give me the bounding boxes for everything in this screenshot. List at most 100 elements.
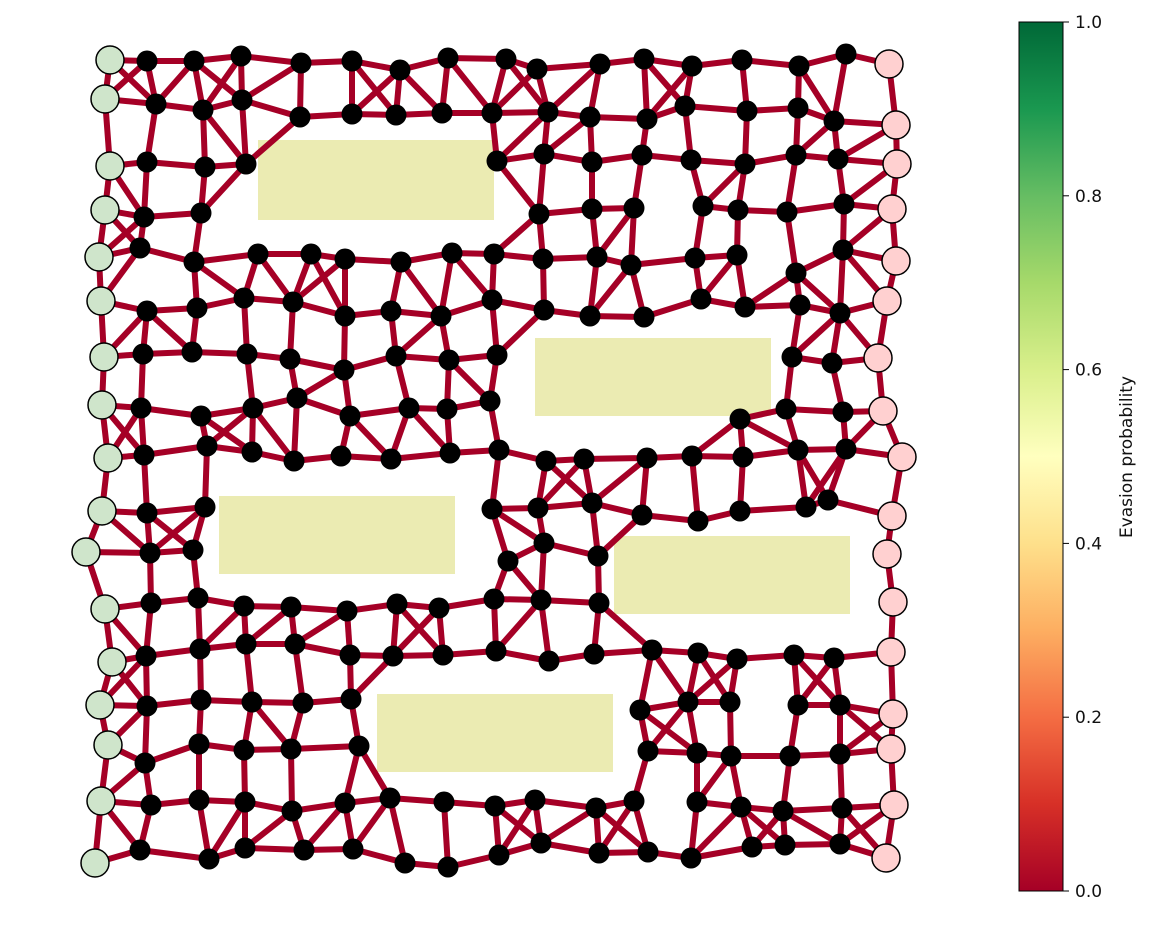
graph-node — [789, 294, 811, 316]
graph-edge — [534, 61, 603, 72]
graph-node — [186, 297, 208, 319]
graph-node — [385, 104, 407, 126]
graph-node — [386, 593, 408, 615]
graph-edge — [803, 446, 849, 510]
graph-edge — [637, 707, 700, 756]
graph-node — [530, 589, 552, 611]
graph-node — [729, 408, 751, 430]
graph-node — [129, 839, 151, 861]
graph-node — [339, 405, 361, 427]
graph-node — [835, 43, 857, 65]
graph-node — [687, 642, 709, 664]
graph-edge — [350, 795, 393, 852]
graph-edge — [780, 808, 843, 847]
colorbar-gradient — [1018, 21, 1064, 892]
graph-node — [183, 50, 205, 72]
graph-node — [623, 790, 645, 812]
graph-node — [188, 789, 210, 811]
graph-edge — [387, 795, 408, 866]
graph-edge — [496, 797, 538, 858]
graph-node — [795, 496, 817, 518]
graph-node — [781, 346, 803, 368]
graph-node — [484, 795, 506, 817]
graph-node — [389, 59, 411, 81]
graph-node — [187, 587, 209, 609]
graph-edge — [649, 647, 691, 705]
graph-node — [620, 254, 642, 276]
colorbar-tick-label: 0.4 — [1075, 534, 1102, 554]
colorbar-ticks: 0.0 0.2 0.4 0.6 0.8 1.0 — [1063, 13, 1102, 902]
graph-node — [140, 794, 162, 816]
graph-node — [136, 151, 158, 173]
colorbar-tick-label: 1.0 — [1075, 13, 1102, 33]
obstacles — [219, 140, 850, 772]
graph-node — [129, 237, 151, 259]
graph-node — [483, 243, 505, 265]
graph-node — [430, 305, 452, 327]
graph-node — [776, 201, 798, 223]
graph-node — [385, 345, 407, 367]
graph-edge — [685, 656, 740, 705]
graph-node — [379, 787, 401, 809]
graph-node — [833, 193, 855, 215]
graph-node — [242, 397, 264, 419]
graph-node — [233, 287, 255, 309]
graph-node — [290, 52, 312, 74]
graph-node — [136, 300, 158, 322]
graph-node — [631, 144, 653, 166]
graph-node — [829, 694, 851, 716]
graph-node — [690, 288, 712, 310]
graph-node — [731, 49, 753, 71]
graph-edge — [737, 504, 809, 514]
exit-node — [876, 637, 906, 667]
graph-node — [524, 789, 546, 811]
colorbar-tick-label: 0.0 — [1075, 882, 1102, 902]
graph-node — [488, 844, 510, 866]
graph-edge — [291, 395, 300, 464]
graph-edge — [587, 262, 634, 319]
graph-node — [348, 735, 370, 757]
colorbar-tick-label: 0.2 — [1075, 708, 1102, 728]
graph-node — [729, 500, 751, 522]
graph-node — [330, 445, 352, 467]
graph-node — [194, 156, 216, 178]
graph-node — [831, 797, 853, 819]
graph-node — [293, 839, 315, 861]
graph-node — [720, 745, 742, 767]
exit-node — [863, 343, 893, 373]
graph-edge — [493, 597, 544, 654]
graph-node — [281, 800, 303, 822]
graph-node — [783, 644, 805, 666]
graph-node — [497, 550, 519, 572]
graph-node — [488, 439, 510, 461]
graph-node — [292, 692, 314, 714]
graph-node — [636, 447, 658, 469]
graph-node — [586, 246, 608, 268]
graph-node — [530, 832, 552, 854]
graph-node — [380, 300, 402, 322]
graph-edge — [596, 600, 655, 653]
graph-node — [341, 50, 363, 72]
graph-node — [779, 745, 801, 767]
graph-node — [334, 248, 356, 270]
graph-node — [581, 492, 603, 514]
entry-node — [87, 390, 117, 420]
graph-node — [736, 100, 758, 122]
graph-node — [623, 197, 645, 219]
graph-node — [772, 800, 794, 822]
graph-node — [817, 489, 839, 511]
graph-node — [340, 688, 362, 710]
graph-node — [437, 47, 459, 69]
graph-edge — [494, 307, 547, 358]
graph-edge — [191, 251, 261, 265]
graph-node — [787, 97, 809, 119]
graph-node — [289, 106, 311, 128]
graph-edge — [645, 699, 691, 754]
graph-node — [527, 497, 549, 519]
graph-node — [336, 600, 358, 622]
graph-edge — [441, 799, 451, 870]
graph-node — [181, 341, 203, 363]
graph-node — [533, 532, 555, 554]
graph-edge — [200, 107, 249, 167]
graph-node — [334, 305, 356, 327]
